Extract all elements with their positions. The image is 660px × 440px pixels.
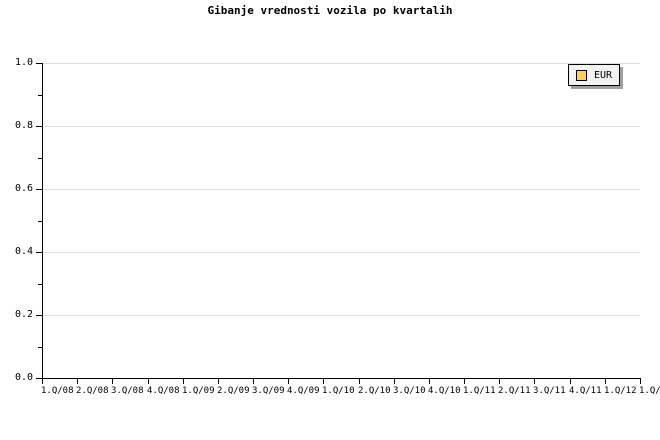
y-axis-minor-tick (38, 94, 42, 96)
x-axis-label: 1.Q/12 (604, 386, 637, 396)
x-axis-label: 4.Q/11 (569, 386, 602, 396)
x-axis-label: 1.Q/09 (182, 386, 215, 396)
x-axis-tick (570, 379, 571, 384)
x-axis-tick (640, 379, 641, 384)
y-axis-minor-tick (38, 220, 42, 222)
y-axis-tick (36, 252, 42, 253)
y-axis-tick (36, 189, 42, 190)
legend-item[interactable]: EUR (569, 69, 619, 81)
x-axis-label: 1.Q/10 (322, 386, 355, 396)
gridline (42, 315, 640, 316)
x-axis-label: 4.Q/10 (428, 386, 461, 396)
y-axis-label: 0.0 (14, 372, 33, 383)
x-axis-label: 2.Q/11 (498, 386, 531, 396)
x-axis-label: 3.Q/10 (393, 386, 426, 396)
x-axis-label: 4.Q/09 (287, 386, 320, 396)
x-axis-label: 1.Q/08 (41, 386, 74, 396)
y-axis-label: 1.0 (14, 57, 33, 68)
chart-legend[interactable]: EUR (568, 64, 621, 86)
x-axis-tick (464, 379, 465, 384)
x-axis-tick (183, 379, 184, 384)
gridline (42, 63, 640, 64)
y-axis-tick (36, 63, 42, 64)
x-axis-label: 2.Q/08 (76, 386, 109, 396)
x-axis-tick (42, 379, 43, 384)
x-axis-label: 2.Q/09 (217, 386, 250, 396)
x-axis-tick (148, 379, 149, 384)
y-axis-tick (36, 378, 42, 379)
x-axis-label: 3.Q/11 (533, 386, 566, 396)
gridline (42, 252, 640, 253)
y-axis-tick (36, 126, 42, 127)
x-axis-tick (359, 379, 360, 384)
y-axis-minor-tick (38, 346, 42, 348)
y-axis-label: 0.6 (14, 183, 33, 194)
gridline (42, 189, 640, 190)
x-axis-tick (288, 379, 289, 384)
x-axis-label: 4.Q/08 (147, 386, 180, 396)
x-axis-tick (323, 379, 324, 384)
legend-color-swatch-icon (576, 69, 587, 81)
y-axis-label: 0.4 (14, 246, 33, 257)
x-axis-label: 1.Q/12 (639, 386, 660, 396)
y-axis-tick (36, 315, 42, 316)
x-axis-tick (77, 379, 78, 384)
plot-area (42, 63, 640, 378)
x-axis-tick (218, 379, 219, 384)
x-axis-tick (605, 379, 606, 384)
gridline (42, 126, 640, 127)
x-axis-label: 3.Q/09 (252, 386, 285, 396)
x-axis-tick (253, 379, 254, 384)
x-axis-label: 2.Q/10 (358, 386, 391, 396)
y-axis-minor-tick (38, 157, 42, 159)
x-axis-tick (394, 379, 395, 384)
x-axis-tick (429, 379, 430, 384)
x-axis-label: 3.Q/08 (111, 386, 144, 396)
x-axis-line (42, 378, 641, 379)
y-axis-minor-tick (38, 283, 42, 285)
y-axis-label: 0.2 (14, 309, 33, 320)
x-axis-tick (534, 379, 535, 384)
x-axis-tick (112, 379, 113, 384)
y-axis-line (42, 63, 43, 379)
legend-item-label: EUR (594, 69, 613, 81)
x-axis-tick (499, 379, 500, 384)
x-axis-label: 1.Q/11 (463, 386, 496, 396)
chart-title: Gibanje vrednosti vozila po kvartalih (207, 4, 453, 17)
y-axis-label: 0.8 (14, 120, 33, 131)
